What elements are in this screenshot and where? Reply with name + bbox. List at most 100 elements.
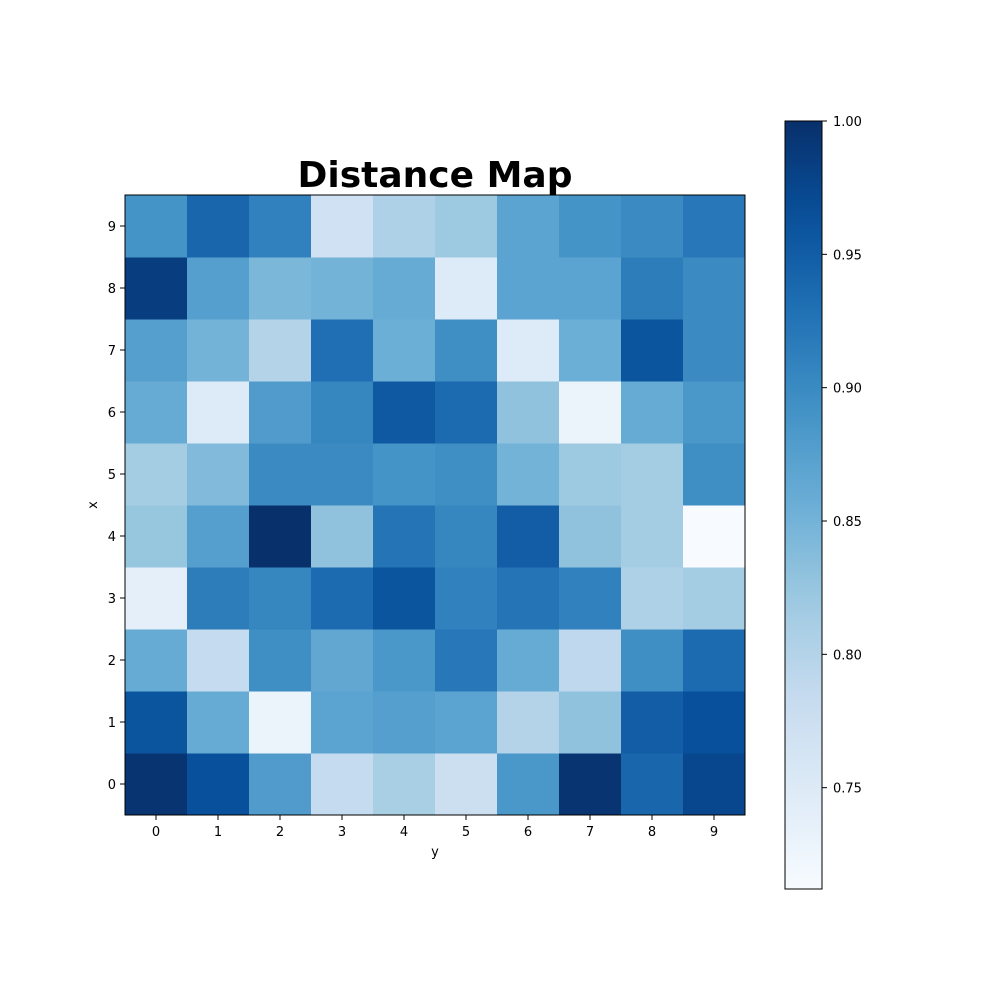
heatmap-cell xyxy=(311,319,374,382)
heatmap-cell xyxy=(435,257,498,320)
y-tick-label: 4 xyxy=(108,530,116,545)
heatmap-cell xyxy=(621,319,684,382)
y-axis-ticks: 0 1 2 3 4 5 6 7 8 9 xyxy=(108,220,125,793)
heatmap-cell xyxy=(187,319,250,382)
heatmap-cell xyxy=(559,567,622,630)
y-tick-label: 2 xyxy=(108,654,116,669)
x-tick-label: 0 xyxy=(152,825,160,840)
heatmap-cell xyxy=(621,505,684,568)
y-axis-label: x xyxy=(86,501,101,509)
x-tick-label: 3 xyxy=(338,825,346,840)
heatmap-cell xyxy=(497,381,560,444)
heatmap-cell xyxy=(125,195,188,258)
heatmap-cell xyxy=(435,195,498,258)
y-tick-label: 5 xyxy=(108,468,116,483)
heatmap-cell xyxy=(125,381,188,444)
colorbar-tick-label: 0.75 xyxy=(833,782,862,797)
heatmap-cell xyxy=(683,443,746,506)
heatmap-cell xyxy=(621,567,684,630)
heatmap-cell xyxy=(125,505,188,568)
x-tick-label: 2 xyxy=(276,825,284,840)
heatmap-cell xyxy=(373,505,436,568)
y-tick-label: 1 xyxy=(108,716,116,731)
heatmap-cell xyxy=(683,629,746,692)
chart-title: Distance Map xyxy=(298,155,573,196)
heatmap-cell xyxy=(249,629,312,692)
x-tick-label: 1 xyxy=(214,825,222,840)
heatmap-cell xyxy=(187,257,250,320)
y-tick-label: 7 xyxy=(108,344,116,359)
heatmap-cell xyxy=(621,443,684,506)
heatmap-cell xyxy=(249,443,312,506)
heatmap-cell xyxy=(249,257,312,320)
heatmap-cell xyxy=(435,443,498,506)
heatmap-cell xyxy=(311,381,374,444)
heatmap-cell xyxy=(249,505,312,568)
heatmap-cell xyxy=(559,195,622,258)
heatmap-cell xyxy=(683,257,746,320)
heatmap-cell xyxy=(435,753,498,816)
heatmap-cell xyxy=(373,629,436,692)
heatmap-cell xyxy=(125,567,188,630)
heatmap-cell xyxy=(497,319,560,382)
heatmap-cell xyxy=(249,195,312,258)
heatmap-cell xyxy=(373,691,436,754)
heatmap-cell xyxy=(683,195,746,258)
x-tick-label: 9 xyxy=(710,825,718,840)
heatmap-cell xyxy=(187,195,250,258)
heatmap-cell xyxy=(683,567,746,630)
heatmap-cell xyxy=(311,443,374,506)
heatmap-cell xyxy=(435,505,498,568)
y-tick-label: 0 xyxy=(108,778,116,793)
x-tick-label: 6 xyxy=(524,825,532,840)
heatmap-cell xyxy=(497,505,560,568)
x-tick-label: 8 xyxy=(648,825,656,840)
heatmap-cell xyxy=(249,319,312,382)
heatmap-cell xyxy=(249,567,312,630)
heatmap-cell xyxy=(187,629,250,692)
plot-frame xyxy=(124,194,746,816)
heatmap-cell xyxy=(621,691,684,754)
heatmap-cell xyxy=(683,381,746,444)
heatmap-cell xyxy=(187,443,250,506)
x-tick-label: 5 xyxy=(462,825,470,840)
heatmap-cell xyxy=(497,691,560,754)
colorbar-tick-label: 1.00 xyxy=(833,115,862,130)
heatmap-cell xyxy=(373,443,436,506)
heatmap-cell xyxy=(559,629,622,692)
heatmap-cell xyxy=(311,629,374,692)
heatmap-cell xyxy=(311,505,374,568)
colorbar-tick-label: 0.90 xyxy=(833,382,862,397)
heatmap-cell xyxy=(249,753,312,816)
heatmap-cell xyxy=(125,629,188,692)
heatmap-cell xyxy=(311,257,374,320)
heatmap-cell xyxy=(683,319,746,382)
heatmap-cell xyxy=(497,629,560,692)
colorbar-ticks: 0.75 0.80 0.85 0.90 0.95 1.00 xyxy=(822,115,862,797)
heatmap-cell xyxy=(683,691,746,754)
y-tick-label: 3 xyxy=(108,592,116,607)
heatmap-cell xyxy=(125,319,188,382)
heatmap-cell xyxy=(373,257,436,320)
y-tick-label: 8 xyxy=(108,282,116,297)
heatmap-cell xyxy=(125,257,188,320)
heatmap-cell xyxy=(187,691,250,754)
heatmap-cell xyxy=(559,753,622,816)
heatmap-cell xyxy=(435,567,498,630)
heatmap-cells xyxy=(125,195,746,816)
heatmap-cell xyxy=(187,753,250,816)
heatmap-cell xyxy=(373,381,436,444)
heatmap-cell xyxy=(621,381,684,444)
heatmap-cell xyxy=(311,195,374,258)
heatmap-cell xyxy=(497,443,560,506)
x-tick-label: 4 xyxy=(400,825,408,840)
heatmap-cell xyxy=(125,691,188,754)
heatmap-cell xyxy=(373,195,436,258)
heatmap-cell xyxy=(559,257,622,320)
heatmap-cell xyxy=(497,257,560,320)
heatmap-cell xyxy=(621,195,684,258)
heatmap-cell xyxy=(435,319,498,382)
heatmap-cell xyxy=(187,381,250,444)
heatmap-cell xyxy=(311,567,374,630)
